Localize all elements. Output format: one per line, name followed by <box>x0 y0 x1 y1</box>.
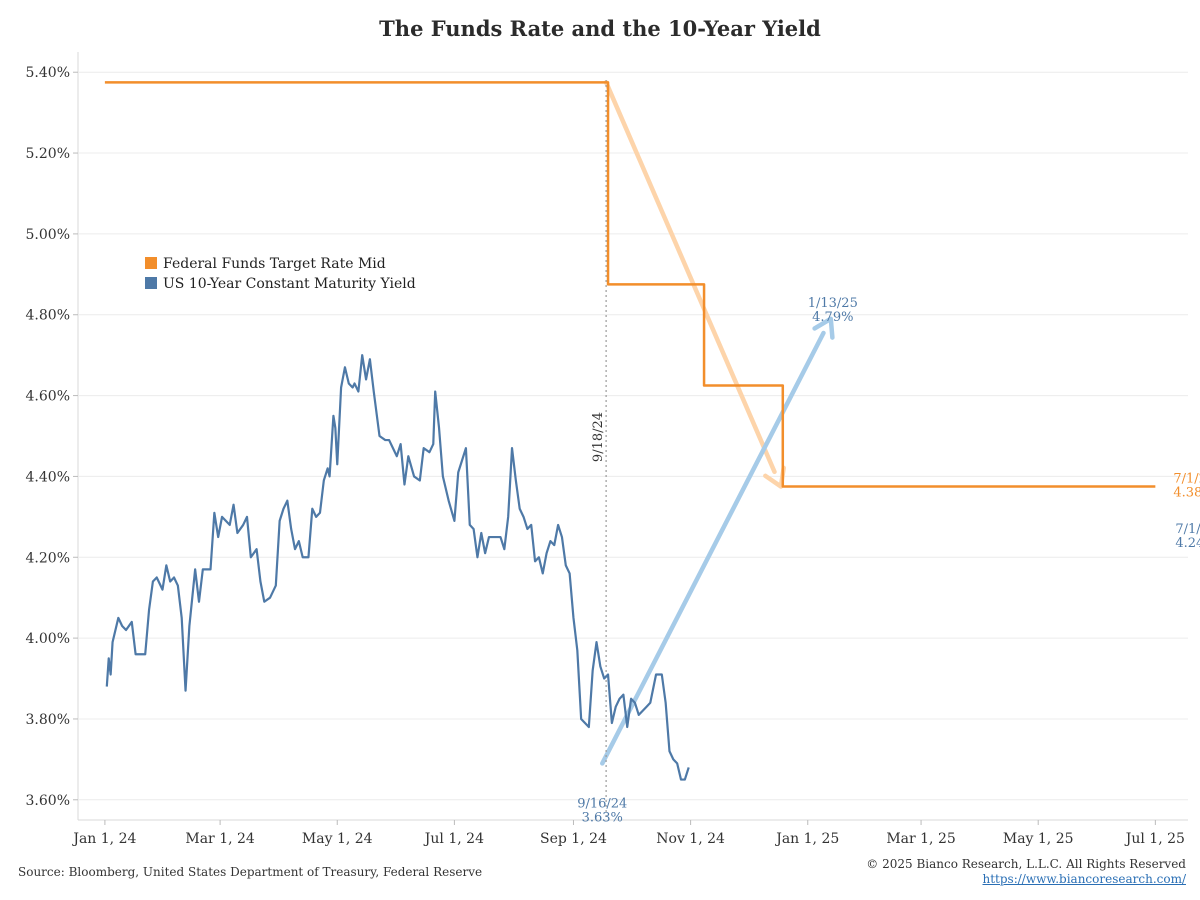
trend-arrow-shaft <box>603 80 777 475</box>
y-tick-label: 4.00% <box>26 631 70 647</box>
x-tick-label: Jul 1, 25 <box>1124 831 1185 847</box>
footer-copyright: © 2025 Bianco Research, L.L.C. All Right… <box>866 857 1186 871</box>
legend-label: US 10-Year Constant Maturity Yield <box>163 276 416 292</box>
annotation-label: 4.38% <box>1173 486 1200 501</box>
trend-arrow-shaft <box>600 330 826 766</box>
y-tick-label: 3.60% <box>26 793 70 809</box>
chart-title: The Funds Rate and the 10-Year Yield <box>379 16 821 41</box>
legend: Federal Funds Target Rate Mid US 10-Year … <box>145 256 416 292</box>
x-tick-label: Jan 1, 24 <box>71 831 136 847</box>
annotations: 9/16/243.63%1/13/254.79%7/1/254.38%7/1/2… <box>577 296 1200 826</box>
vertical-marker-label: 9/18/24 <box>591 412 606 462</box>
annotation-label: 4.79% <box>812 310 853 325</box>
x-tick-label: Nov 1, 24 <box>656 831 725 847</box>
annotation-label: 3.63% <box>582 811 623 826</box>
x-tick-label: Jul 1, 24 <box>423 831 484 847</box>
x-tick-label: Sep 1, 24 <box>540 831 607 847</box>
x-axis: Jan 1, 24 Mar 1, 24 May 1, 24 Jul 1, 24 Sep … <box>71 820 1185 847</box>
vertical-marker: 9/18/24 <box>591 80 607 820</box>
legend-swatch <box>145 257 157 269</box>
annotation-label: 4.24% <box>1175 536 1200 551</box>
legend-label: Federal Funds Target Rate Mid <box>163 256 386 272</box>
x-tick-label: Mar 1, 24 <box>185 831 255 847</box>
footer-url[interactable]: https://www.biancoresearch.com/ <box>982 872 1186 886</box>
y-tick-label: 4.20% <box>26 550 70 566</box>
annotation-label: 7/1/25 <box>1175 522 1200 537</box>
y-tick-label: 5.20% <box>26 146 70 162</box>
footer-source: Source: Bloomberg, United States Departm… <box>18 865 483 879</box>
fed-funds-line <box>104 81 1156 488</box>
y-tick-label: 4.60% <box>26 389 70 405</box>
legend-swatch <box>145 277 157 289</box>
y-axis: 3.60% 3.80% 4.00% 4.20% 4.40% 4.60% 4.80% 5.00%… <box>26 65 78 809</box>
series-lines <box>104 81 1156 781</box>
y-tick-label: 4.80% <box>26 308 70 324</box>
annotation-label: 1/13/25 <box>808 296 858 311</box>
ten-year-line <box>105 354 690 781</box>
y-tick-label: 3.80% <box>26 712 70 728</box>
annotation-label: 9/16/24 <box>577 797 627 812</box>
trend-arrows <box>600 80 835 766</box>
grid-lines <box>77 52 1188 821</box>
y-tick-label: 4.40% <box>26 469 70 485</box>
x-tick-label: Jan 1, 25 <box>774 831 839 847</box>
y-tick-label: 5.00% <box>26 227 70 243</box>
x-tick-label: Mar 1, 25 <box>886 831 955 847</box>
annotation-label: 7/1/25 <box>1173 472 1200 487</box>
x-tick-label: May 1, 24 <box>302 831 373 847</box>
y-tick-label: 5.40% <box>26 65 70 81</box>
x-tick-label: May 1, 25 <box>1003 831 1074 847</box>
trend-arrow-head <box>812 316 835 340</box>
